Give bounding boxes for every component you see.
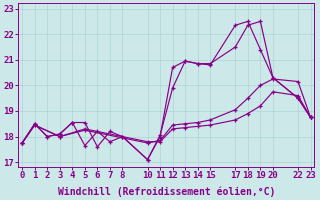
X-axis label: Windchill (Refroidissement éolien,°C): Windchill (Refroidissement éolien,°C) — [58, 186, 275, 197]
